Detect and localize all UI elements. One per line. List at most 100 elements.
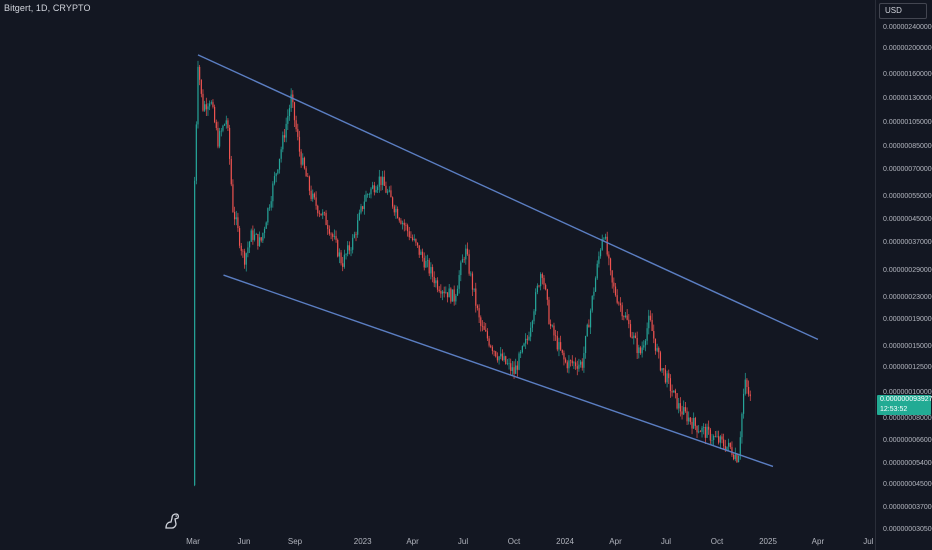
candle-body <box>584 336 587 354</box>
candle-body <box>463 259 465 260</box>
candle-body <box>433 276 435 284</box>
symbol-title[interactable]: Bitgert, 1D, CRYPTO <box>4 3 91 13</box>
candle-body <box>716 436 718 437</box>
candle-body <box>435 280 437 284</box>
candle-body <box>694 417 696 426</box>
candle-body <box>367 194 369 195</box>
candle-body <box>290 94 292 109</box>
candle-body <box>277 169 279 174</box>
candle-body <box>513 367 515 374</box>
candle-body <box>443 291 445 294</box>
candle-body <box>679 403 681 412</box>
candle-body <box>210 102 212 104</box>
price-tick-label: 0.000000230000 <box>883 293 932 301</box>
current-price-label: 0.000000093927 12:53:52 <box>877 395 932 415</box>
candle-body <box>405 225 407 226</box>
tradingview-dino-icon[interactable] <box>162 510 182 530</box>
candle-body <box>704 426 706 438</box>
candle-body <box>683 407 685 415</box>
price-tick-label: 0.000000850000 <box>883 143 932 151</box>
candle-body <box>546 289 548 300</box>
candle-body <box>543 277 545 285</box>
candle-body <box>232 184 234 213</box>
candle-body <box>320 213 322 216</box>
candle-body <box>698 431 700 433</box>
candle-body <box>445 292 447 294</box>
candle-body <box>385 185 387 193</box>
candle-body <box>460 262 462 276</box>
candle-body <box>706 426 708 438</box>
price-tick-label: 0.000000370000 <box>883 239 932 246</box>
candle-body <box>245 253 247 265</box>
candle-body <box>621 305 623 317</box>
candle-body <box>243 251 246 265</box>
current-price-value: 0.000000093927 <box>880 396 932 403</box>
candle-body <box>370 188 372 195</box>
candle-body <box>548 299 550 324</box>
candle-body <box>648 315 650 329</box>
candle-body <box>430 267 432 274</box>
candle-body <box>743 393 745 414</box>
candle-body <box>220 130 222 132</box>
candle-body <box>709 429 711 441</box>
candle-body <box>456 288 459 296</box>
candle-body <box>744 379 746 394</box>
candle-body <box>388 190 390 192</box>
candle-body <box>458 275 460 289</box>
candle-body <box>708 426 710 430</box>
trendline-lower[interactable] <box>223 274 774 468</box>
time-tick-label: 2024 <box>556 537 574 546</box>
price-tick-label: 0.000000080000 <box>883 415 932 423</box>
candle-body <box>297 129 299 137</box>
price-tick-label: 0.000000450000 <box>883 216 932 224</box>
candle-body <box>520 352 522 354</box>
candle-body <box>566 362 568 369</box>
trendlines-group[interactable] <box>197 54 819 468</box>
candle-body <box>448 288 450 298</box>
candle-body <box>431 267 434 277</box>
trendline-upper[interactable] <box>197 54 819 341</box>
candle-body <box>392 197 394 207</box>
candle-body <box>724 446 726 451</box>
candle-body <box>338 252 340 257</box>
candle-body <box>441 291 444 294</box>
candle-body <box>230 158 232 185</box>
time-tick-label: Jul <box>863 537 874 546</box>
candle-body <box>628 319 630 325</box>
candle-body <box>265 222 267 229</box>
price-chart-plot[interactable] <box>0 0 875 532</box>
candle-body <box>728 442 730 447</box>
candle-body <box>599 249 602 257</box>
candle-body <box>681 411 683 415</box>
candle-body <box>511 367 513 371</box>
time-axis[interactable]: Mar Jun Sep 2023 Apr Jul Oct 2024 Apr Jul Oct 2025 A… <box>0 532 875 550</box>
candle-body <box>280 149 282 159</box>
candle-body <box>222 125 224 131</box>
candle-body <box>342 263 344 267</box>
candle-body <box>651 320 653 331</box>
candle-body <box>362 206 364 210</box>
candle-body <box>674 390 677 394</box>
candle-body <box>596 263 598 279</box>
candle-body <box>461 259 464 263</box>
candle-body <box>521 346 523 353</box>
candle-body <box>485 329 487 332</box>
time-tick-label: 2025 <box>759 537 777 546</box>
time-tick-label: Apr <box>811 537 825 546</box>
bar-countdown: 12:53:52 <box>880 406 908 413</box>
candle-body <box>275 173 277 177</box>
currency-button[interactable]: USD <box>879 3 927 19</box>
candle-body <box>268 207 271 209</box>
price-axis[interactable]: 0.000002400000 0.000002000000 0.0000016000… <box>875 0 932 550</box>
candle-body <box>688 417 690 422</box>
candle-body <box>470 273 472 275</box>
candle-body <box>285 123 287 138</box>
candle-body <box>250 230 252 242</box>
price-tick-label: 0.000002400000 <box>883 24 932 31</box>
price-tick-label: 0.000000190000 <box>883 315 932 323</box>
candle-body <box>466 248 469 255</box>
candle-body <box>746 379 748 387</box>
candle-body <box>235 217 237 220</box>
time-tick-label: Oct <box>710 537 724 546</box>
